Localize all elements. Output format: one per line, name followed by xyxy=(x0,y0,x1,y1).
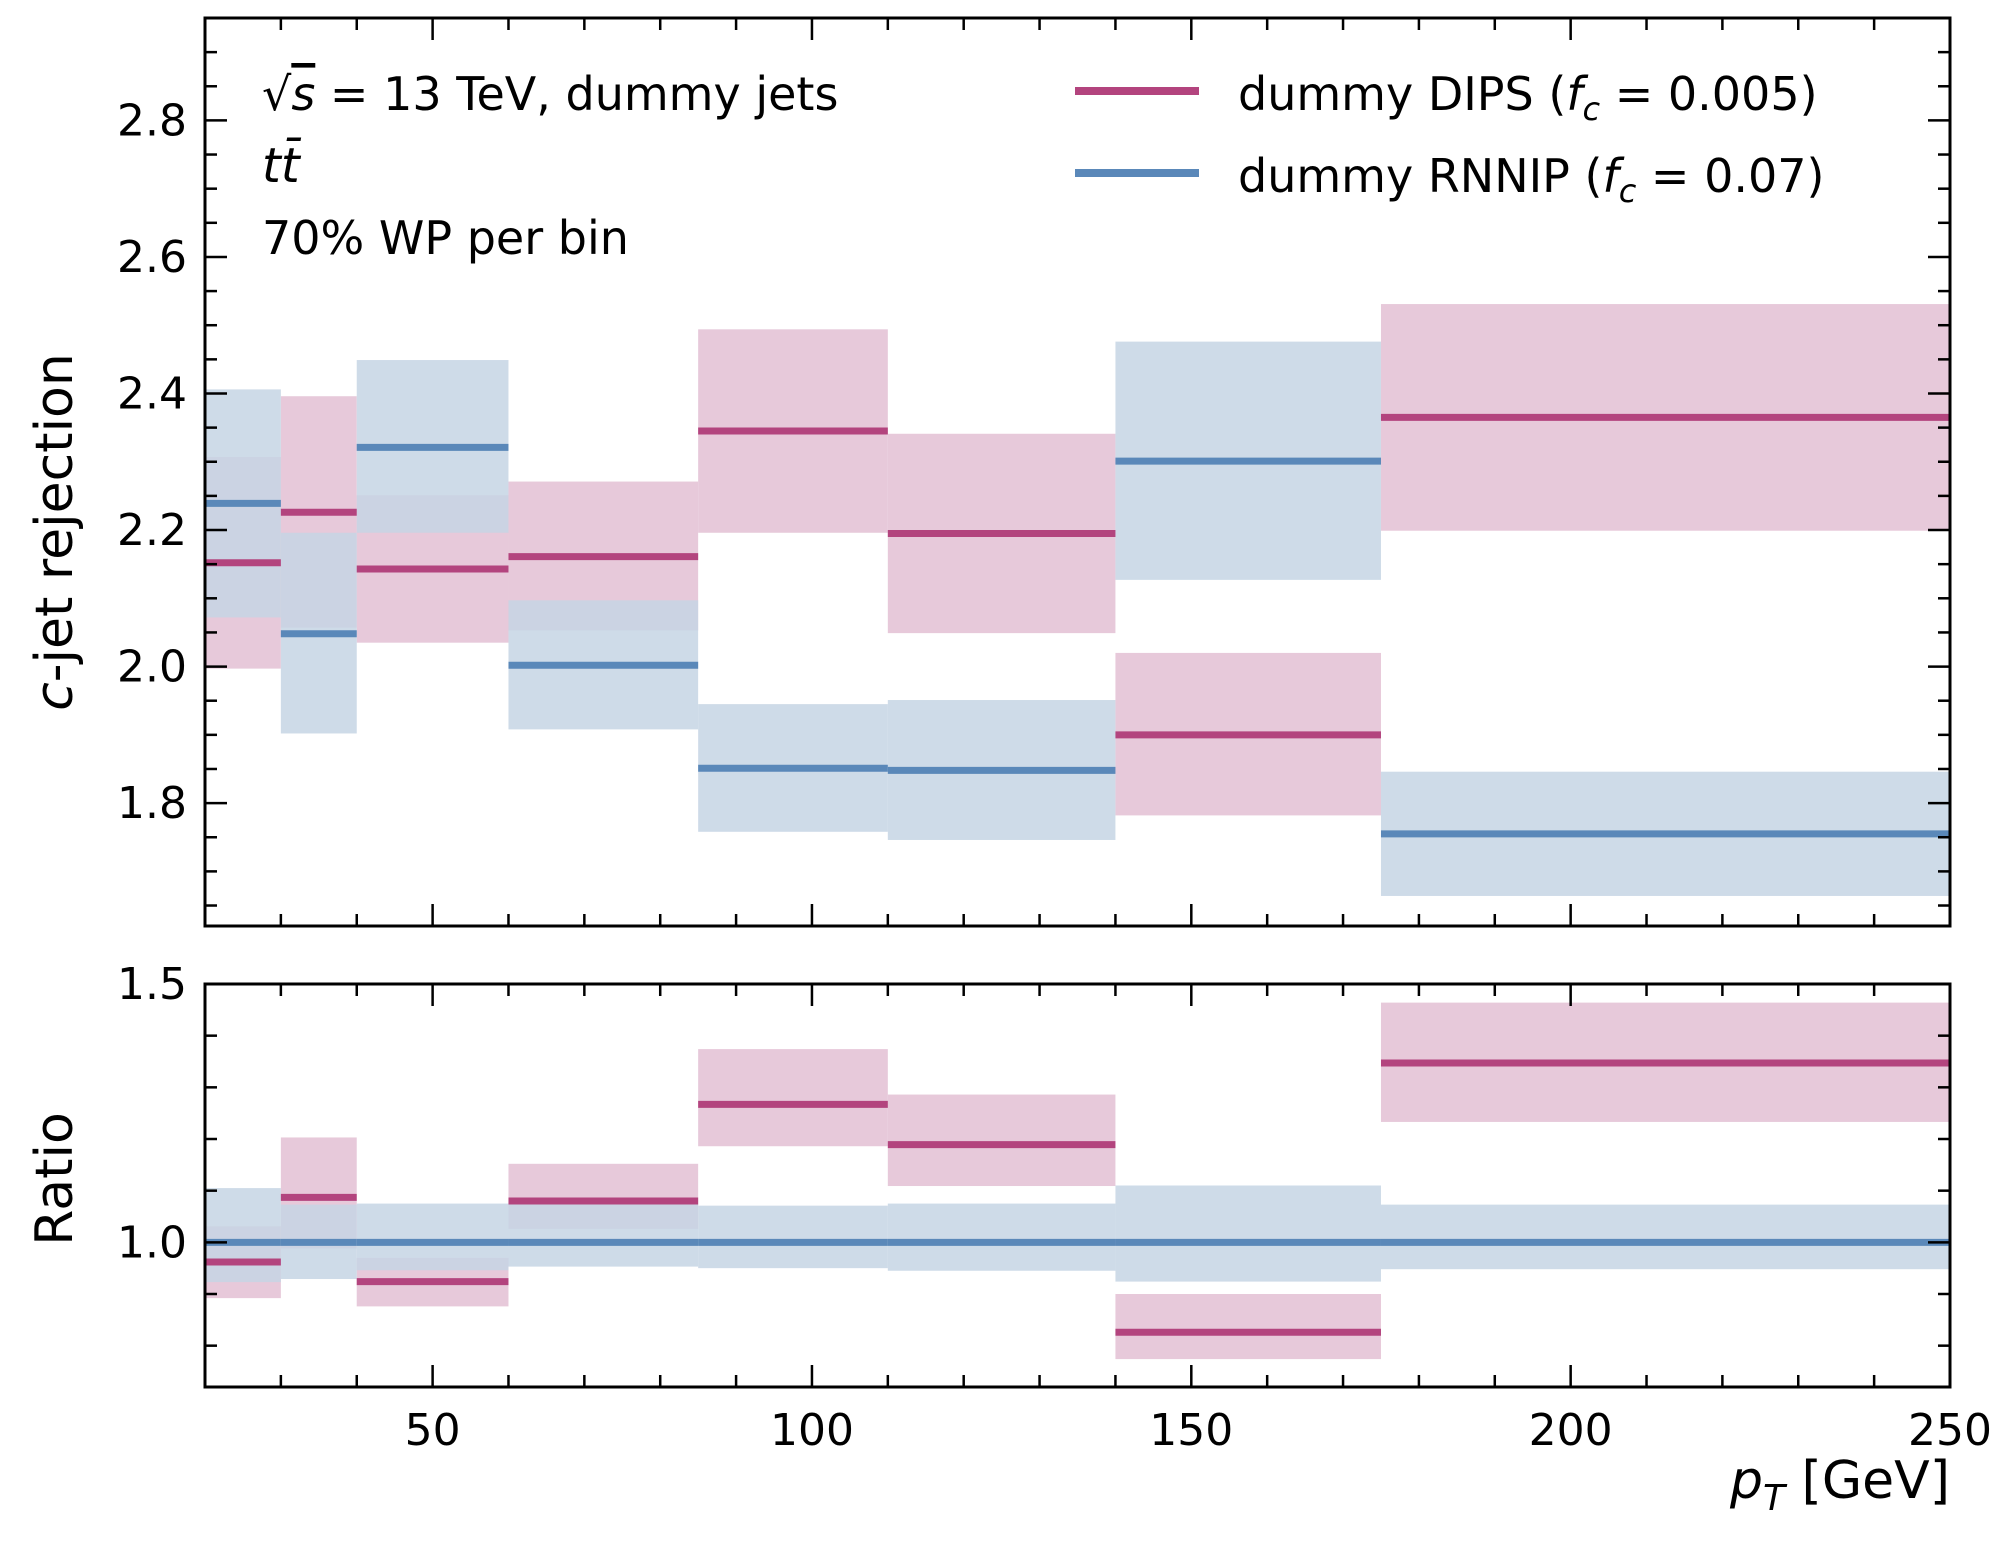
ratio-xtick-label: 200 xyxy=(1529,1405,1613,1456)
ratio-band-series0-bin5 xyxy=(887,1094,1116,1187)
legend: dummy DIPS (fc = 0.005) dummy RNNIP (fc … xyxy=(1075,67,1824,210)
ratio-band-series1-bin3 xyxy=(508,1204,699,1267)
main-ytick-label: 1.8 xyxy=(117,778,187,829)
main-y-axis-label: c-jet rejection xyxy=(25,353,85,711)
ratio-band-series0-bin6 xyxy=(1115,1294,1381,1360)
x-axis-label: pT [GeV] xyxy=(1729,1451,1950,1519)
legend-label-rnnip: dummy RNNIP (fc = 0.07) xyxy=(1238,149,1824,210)
ratio-xtick-label: 100 xyxy=(770,1405,854,1456)
main-ytick-label: 2.0 xyxy=(117,642,187,693)
ratio-band-series1-bin5 xyxy=(887,1203,1116,1271)
annotation-energy: √s = 13 TeV, dummy jets xyxy=(262,67,838,121)
ratio-band-series1-bin0 xyxy=(205,1188,281,1283)
ratio-xtick-label: 150 xyxy=(1149,1405,1233,1456)
main-ytick-label: 2.6 xyxy=(117,232,187,283)
main-ytick-label: 2.8 xyxy=(117,95,187,146)
main-frame xyxy=(203,16,1952,928)
ratio-frame xyxy=(203,982,1952,1389)
ratio-ytick-label: 1.0 xyxy=(117,1217,187,1268)
annotation-working-point: 70% WP per bin xyxy=(262,211,629,265)
ratio-y-axis-label: Ratio xyxy=(25,1112,85,1246)
main-ytick-label: 2.4 xyxy=(117,368,187,419)
ratio-ytick-label: 1.5 xyxy=(117,959,187,1010)
main-ytick-label: 2.2 xyxy=(117,505,187,556)
ratio-xtick-label: 250 xyxy=(1908,1405,1992,1456)
ratio-band-series1-bin6 xyxy=(1115,1185,1381,1282)
legend-label-dips: dummy DIPS (fc = 0.005) xyxy=(1238,67,1818,128)
ratio-plot-area: 1.0 1.5 50 100 150 200 250 xyxy=(117,959,1992,1456)
ratio-band-series1-bin2 xyxy=(356,1203,509,1271)
main-plot-area: 1.8 2.0 2.2 2.4 2.6 2.8 xyxy=(117,16,1952,928)
ratio-band-series1-bin4 xyxy=(698,1205,888,1269)
ratio-xtick-label: 50 xyxy=(405,1405,461,1456)
ratio-band-series1-bin7 xyxy=(1380,1204,1950,1270)
annotation-process: tt̄ xyxy=(262,137,302,194)
ratio-band-series0-bin4 xyxy=(698,1049,888,1147)
